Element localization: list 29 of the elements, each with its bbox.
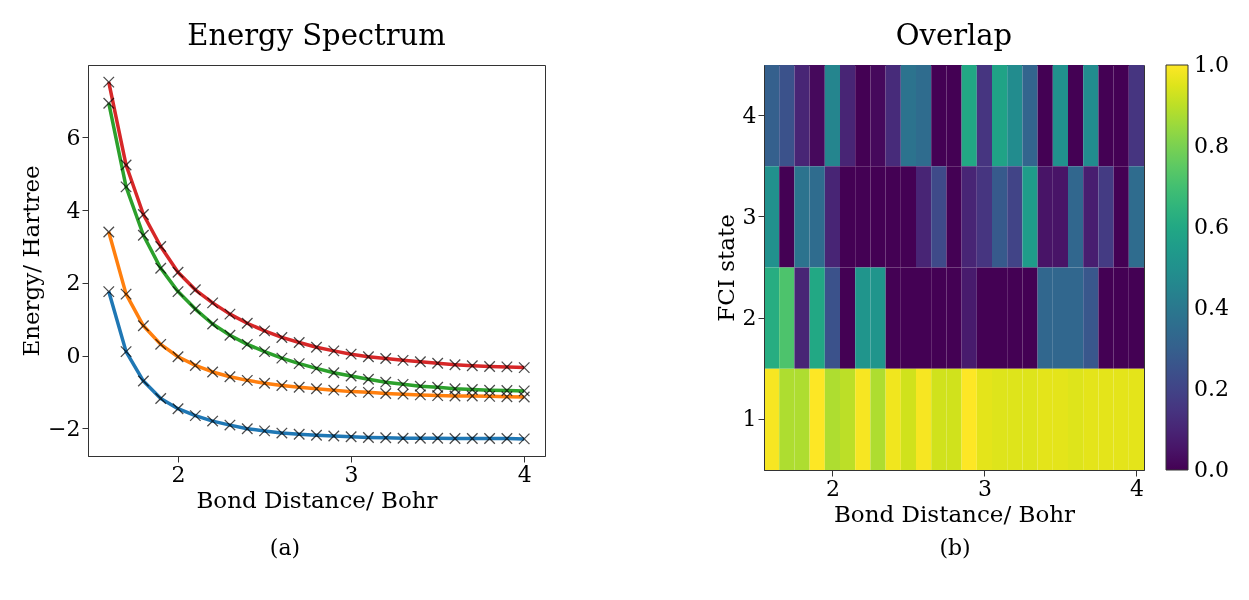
x-tick-label: 3: [977, 475, 992, 501]
color-bar-label: 1.0: [1194, 52, 1229, 77]
x-axis-title: Bond Distance/ Bohr: [833, 500, 1076, 527]
y-tick-label: 6: [66, 124, 81, 150]
text: (b): [939, 535, 971, 560]
y-tick-label: 2: [66, 270, 81, 296]
y-tick-label: 2: [742, 305, 757, 331]
x-axis-title: Bond Distance/ Bohr: [196, 486, 438, 513]
y-axis-title: FCI state: [712, 214, 739, 322]
y-tick-label: −2: [48, 415, 81, 441]
color-bar-label: 0.4: [1194, 295, 1229, 320]
y-tick-label: 1: [742, 406, 757, 432]
color-bar-label: 0.6: [1194, 214, 1229, 239]
y-tick-label: 3: [742, 203, 757, 229]
x-tick-label: 4: [1129, 475, 1144, 501]
color-bar-label: 0.0: [1194, 457, 1229, 482]
y-tick-label: 0: [66, 343, 81, 369]
x-tick-label: 2: [825, 475, 840, 501]
color-bar-label: 0.2: [1194, 376, 1229, 401]
x-tick-label: 4: [517, 461, 532, 487]
y-tick-label: 4: [742, 102, 757, 128]
y-axis-title: Energy/ Hartree: [18, 165, 45, 357]
color-bar-label: 0.8: [1194, 133, 1229, 158]
chart-title: Overlap: [895, 18, 1013, 52]
text: (a): [269, 535, 301, 560]
chart-title: Energy Spectrum: [187, 18, 446, 52]
x-tick-label: 2: [171, 461, 186, 487]
x-tick-label: 3: [344, 461, 359, 487]
y-tick-label: 4: [66, 197, 81, 223]
